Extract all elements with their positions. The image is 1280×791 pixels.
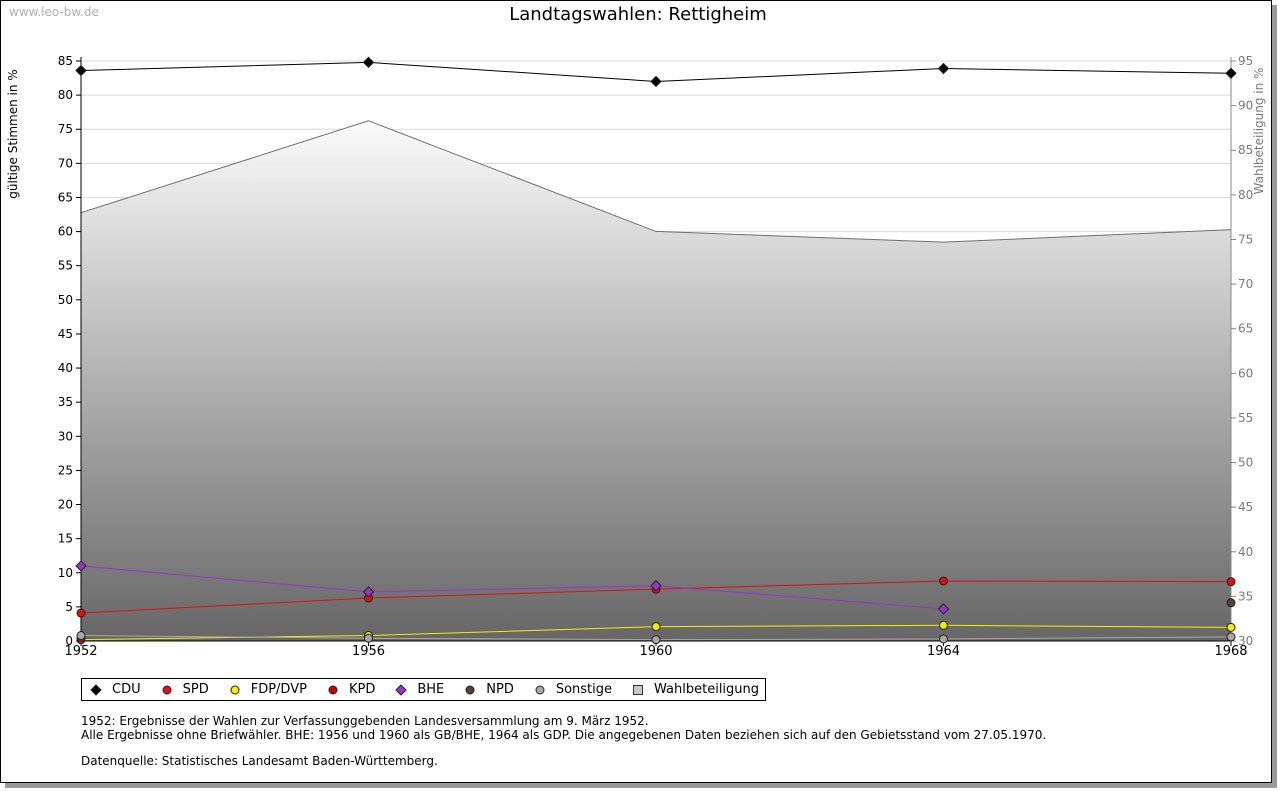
y2-tick-label: 70 <box>1238 277 1253 291</box>
data-point-spd <box>939 576 948 586</box>
y2-tick-label: 55 <box>1238 411 1253 425</box>
y2-tick-label: 30 <box>1238 634 1253 648</box>
chart-legend: CDU SPD FDP/DVP KPD BHE NPD Sonstige Wahlbeteil… <box>81 678 767 701</box>
data-point-sonstige <box>364 633 373 643</box>
legend-marker-icon <box>395 683 408 696</box>
legend-marker-icon <box>90 683 102 696</box>
y-tick-label: 40 <box>58 361 73 375</box>
data-point-bhe <box>75 560 87 572</box>
y2-axis-label: Wahlbeteiligung in % <box>1252 68 1266 195</box>
data-point-cdu <box>75 64 87 77</box>
legend-label: NPD <box>486 682 514 697</box>
note-line-1: 1952: Ergebnisse der Wahlen zur Verfassu… <box>81 714 649 728</box>
x-tick-label: 1956 <box>352 644 385 659</box>
legend-item-wahlbeteiligung: Wahlbeteiligung <box>632 682 759 697</box>
data-point-spd <box>76 608 86 618</box>
legend-item-fdp-dvp: FDP/DVP <box>229 682 307 697</box>
y-tick-label: 50 <box>58 293 73 307</box>
x-tick-label: 1968 <box>1214 644 1247 659</box>
y-tick-label: 60 <box>58 225 73 239</box>
y-tick-label: 85 <box>58 54 73 68</box>
y-tick-label: 65 <box>58 190 73 204</box>
y-tick-label: 25 <box>58 463 73 477</box>
y-tick-label: 20 <box>58 498 73 512</box>
legend-label: KPD <box>348 682 376 697</box>
legend-label: BHE <box>417 682 445 697</box>
x-tick-label: 1964 <box>927 644 960 659</box>
legend-marker-icon <box>327 684 339 696</box>
legend-item-bhe: BHE <box>395 682 444 697</box>
y2-tick-label: 40 <box>1238 545 1253 559</box>
legend-item-cdu: CDU <box>90 682 141 697</box>
chart-title: Landtagswahlen: Rettigheim <box>509 4 767 25</box>
turnout-area <box>80 120 1232 642</box>
data-point-fdp-dvp <box>939 620 948 630</box>
y-tick-label: 70 <box>58 156 73 170</box>
data-point-cdu <box>937 62 950 75</box>
data-point-sonstige <box>1226 632 1236 642</box>
y2-tick-label: 60 <box>1238 366 1253 380</box>
y-tick-label: 10 <box>58 566 73 580</box>
legend-marker-icon <box>534 684 546 696</box>
legend-item-spd: SPD <box>161 682 209 697</box>
y2-tick-label: 95 <box>1238 54 1253 68</box>
y2-tick-label: 45 <box>1238 500 1253 514</box>
y-tick-label: 0 <box>65 634 73 648</box>
series-markers <box>75 56 1237 645</box>
y-tick-label: 30 <box>58 429 73 443</box>
data-point-bhe <box>362 586 375 598</box>
y-tick-label: 80 <box>58 88 73 102</box>
y-tick-label: 45 <box>58 327 73 341</box>
legend-item-sonstige: Sonstige <box>534 682 612 697</box>
y-axis-label: gültige Stimmen in % <box>6 69 20 198</box>
data-point-npd <box>1226 598 1236 608</box>
legend-marker-icon <box>464 684 476 696</box>
legend-marker-icon <box>632 684 644 696</box>
data-point-spd <box>1226 577 1236 587</box>
x-tick-label: 1960 <box>639 644 672 659</box>
legend-label: SPD <box>182 682 209 697</box>
y2-tick-label: 65 <box>1238 322 1253 336</box>
data-point-cdu <box>1225 67 1237 79</box>
data-point-bhe <box>937 603 950 615</box>
y2-tick-label: 50 <box>1238 456 1253 470</box>
data-point-fdp-dvp <box>1226 622 1236 632</box>
legend-label: Sonstige <box>555 682 613 697</box>
y-tick-label: 75 <box>58 122 73 136</box>
y2-tick-label: 75 <box>1238 232 1253 246</box>
legend-label: CDU <box>112 682 141 697</box>
legend-label: Wahlbeteiligung <box>654 682 760 697</box>
series-line-bhe <box>80 565 944 610</box>
y-tick-label: 35 <box>58 395 73 409</box>
y2-tick-label: 90 <box>1238 99 1253 113</box>
data-point-cdu <box>650 75 662 88</box>
legend-item-npd: NPD <box>464 682 514 697</box>
data-point-sonstige <box>939 634 948 644</box>
legend-label: FDP/DVP <box>250 682 307 697</box>
y2-tick-label: 80 <box>1238 188 1253 202</box>
turnout-area-fill <box>81 120 1231 642</box>
data-point-sonstige <box>76 631 86 641</box>
data-point-bhe <box>650 580 662 592</box>
y2-tick-label: 85 <box>1238 143 1253 157</box>
y-tick-label: 55 <box>58 259 73 273</box>
note-line-2: Alle Ergebnisse ohne Briefwähler. BHE: 1… <box>81 728 1047 742</box>
legend-marker-icon <box>229 684 241 696</box>
y-tick-label: 5 <box>65 600 73 614</box>
y2-tick-label: 35 <box>1238 589 1253 603</box>
y-tick-label: 15 <box>58 532 73 546</box>
data-point-cdu <box>362 56 375 69</box>
x-tick-label: 1952 <box>64 644 97 659</box>
turnout-line <box>80 120 1232 243</box>
legend-marker-icon <box>161 684 173 696</box>
data-point-sonstige <box>651 635 661 645</box>
legend-item-kpd: KPD <box>327 682 375 697</box>
data-point-fdp-dvp <box>651 622 661 632</box>
watermark: www.leo-bw.de <box>9 5 99 19</box>
source-note: Datenquelle: Statistisches Landesamt Bad… <box>81 754 438 768</box>
